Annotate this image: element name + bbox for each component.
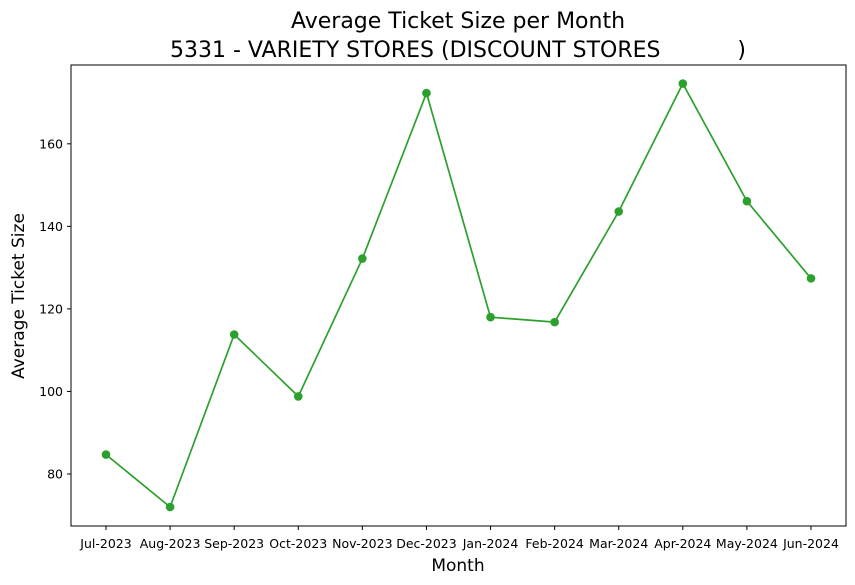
data-point	[614, 207, 624, 216]
data-point	[229, 330, 239, 339]
x-tick-label: Jan-2024	[462, 536, 519, 551]
x-tick-label: Sep-2023	[204, 536, 264, 551]
x-tick-label: Feb-2024	[525, 536, 584, 551]
data-point	[101, 450, 111, 459]
data-point	[358, 254, 367, 263]
y-axis-label: Average Ticket Size	[9, 213, 29, 379]
x-tick-label: Jun-2024	[782, 536, 839, 551]
data-point	[742, 196, 752, 206]
x-tick-label: Apr-2024	[654, 536, 711, 551]
x-tick-label: Dec-2023	[396, 536, 457, 551]
x-tick-label: Aug-2023	[140, 536, 201, 551]
x-tick-label: Jul-2023	[79, 536, 131, 551]
plot-frame	[70, 64, 847, 527]
data-point	[422, 88, 431, 98]
x-tick-label: May-2024	[716, 536, 778, 551]
y-tick-label: 160	[39, 136, 63, 151]
data-point	[806, 274, 816, 283]
y-tick-label: 140	[39, 219, 63, 234]
plot-area	[101, 79, 816, 512]
x-tick-label: Oct-2023	[269, 536, 327, 551]
x-tick-label: Nov-2023	[332, 536, 392, 551]
chart-title: Average Ticket Size per Month	[291, 9, 625, 34]
data-point	[678, 79, 688, 88]
y-axis: 80 100 120 140 160	[39, 136, 71, 481]
x-axis-label: Month	[431, 556, 484, 576]
y-tick-label: 100	[39, 384, 63, 399]
series-line	[105, 81, 812, 509]
data-point	[486, 312, 495, 322]
data-point	[165, 502, 175, 512]
y-tick-label: 80	[47, 466, 63, 481]
y-tick-label: 120	[39, 301, 63, 316]
data-point	[550, 317, 559, 327]
x-tick-label: Mar-2024	[589, 536, 648, 551]
data-point	[293, 392, 303, 401]
x-axis: Jul-2023 Aug-2023 Sep-2023 Oct-2023 Nov-2023…	[79, 526, 839, 551]
chart-subtitle: 5331 - VARIETY STORES (DISCOUNT STORES )	[170, 38, 746, 63]
